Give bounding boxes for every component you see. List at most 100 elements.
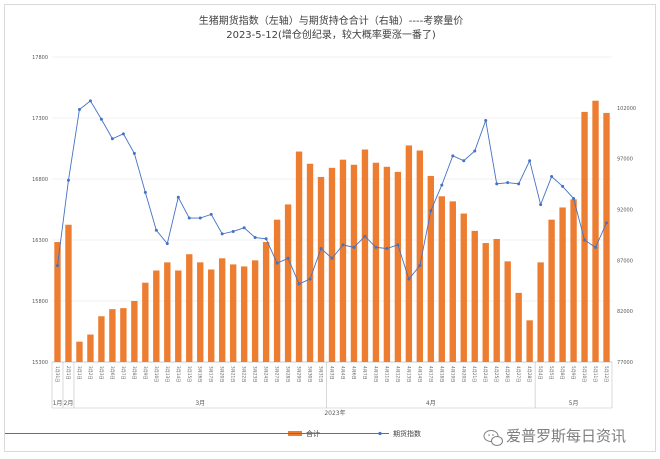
bar — [548, 219, 555, 362]
category-label: 4月25日 — [493, 366, 499, 382]
category-label: 3月17日 — [208, 366, 214, 382]
month-groups: 1月 2月 3月 4月 5月 — [51, 362, 613, 409]
line-point — [561, 184, 565, 188]
bar — [109, 309, 116, 362]
line-point — [440, 183, 444, 187]
chart-frame: 生猪期货指数（左轴）与期货持仓合计（右轴）----考察量价 2023-5-12(… — [4, 4, 656, 452]
right-tick-label: 97000 — [617, 157, 633, 163]
category-label: 3月1日 — [76, 366, 82, 380]
category-label: 4月14日 — [416, 366, 422, 382]
right-tick-label: 77000 — [617, 360, 633, 366]
left-tick-label: 17800 — [32, 55, 48, 61]
bar — [131, 301, 138, 362]
bar — [592, 100, 599, 362]
bar — [219, 258, 226, 362]
bar — [153, 270, 160, 362]
category-label: 2月1日 — [65, 366, 71, 380]
line-point — [539, 203, 543, 207]
category-label: 4月7日 — [361, 366, 367, 380]
chart-subtitle: 2023-5-12(增仓创纪录，较大概率要涨一番了) — [226, 28, 436, 41]
bar — [570, 199, 577, 362]
line-point — [517, 182, 521, 186]
category-label: 3月21日 — [230, 366, 236, 382]
bar — [559, 207, 566, 362]
line-point — [451, 154, 455, 158]
category-label: 4月27日 — [515, 366, 521, 382]
left-tick-label: 17300 — [32, 116, 48, 122]
category-label: 3月28日 — [285, 366, 291, 382]
line-series — [55, 99, 609, 286]
bar — [581, 111, 588, 363]
month-label: 2月 — [64, 400, 74, 407]
bar — [240, 266, 248, 362]
right-axis-ticks: 77000 82000 87000 92000 97000 102000 — [617, 106, 636, 366]
category-labels: 1月31日 2月1日 3月1日 3月2日 3月3日 3月6日 3月7日 3月8日 3月9日 3月1… — [54, 366, 609, 382]
bar-series — [54, 100, 610, 363]
bar — [164, 262, 171, 362]
x-year-label: 2023年 — [324, 409, 345, 417]
category-label: 3月14日 — [175, 366, 181, 382]
category-label: 3月2日 — [87, 366, 93, 380]
watermark-text: 爱普罗斯每日资讯 — [506, 427, 626, 445]
line-point — [77, 107, 81, 111]
bar — [394, 171, 402, 362]
category-label: 3月10日 — [153, 366, 159, 382]
category-label: 4月10日 — [372, 366, 378, 382]
month-label: 3月 — [195, 400, 205, 407]
line-point — [550, 175, 554, 179]
category-label: 4月11日 — [383, 366, 389, 382]
bar — [251, 260, 259, 362]
category-label: 5月11日 — [592, 366, 598, 382]
line-point — [187, 216, 191, 220]
legend: 合计 期货指数 — [5, 429, 421, 438]
category-label: 5月4日 — [537, 366, 543, 380]
line-point — [396, 243, 400, 247]
line-point — [484, 118, 488, 122]
bar — [416, 150, 424, 362]
right-tick-label: 92000 — [617, 208, 633, 214]
line-point — [605, 221, 609, 225]
category-label: 4月20日 — [460, 366, 466, 382]
line-point — [374, 245, 378, 249]
watermark: 爱普罗斯每日资讯 — [483, 427, 626, 446]
category-label: 4月17日 — [427, 366, 433, 382]
bar — [328, 167, 336, 362]
line-point — [275, 261, 279, 265]
category-label: 5月5日 — [548, 366, 554, 380]
bar — [372, 162, 380, 362]
line-point — [231, 229, 235, 233]
bar — [493, 238, 500, 362]
line-point — [583, 238, 587, 242]
line-point — [99, 117, 103, 121]
right-tick-label: 82000 — [617, 309, 633, 315]
bar — [197, 262, 204, 362]
category-label: 4月28日 — [526, 366, 532, 382]
line-point — [352, 245, 356, 249]
bar — [603, 112, 610, 363]
month-label: 4月 — [426, 400, 436, 407]
bar — [471, 230, 478, 362]
bar — [142, 282, 149, 362]
bar — [526, 320, 533, 362]
category-label: 3月8日 — [131, 366, 137, 380]
right-tick-label: 87000 — [617, 258, 633, 264]
category-label: 4月6日 — [350, 366, 356, 380]
bar — [537, 262, 544, 362]
category-label: 5月9日 — [570, 366, 576, 380]
category-label: 3月31日 — [318, 366, 324, 382]
line-point — [462, 159, 466, 163]
bar — [295, 151, 303, 362]
category-label: 4月12日 — [394, 366, 400, 382]
category-label: 3月9日 — [142, 366, 148, 380]
line-point — [297, 282, 301, 286]
line-point — [319, 247, 323, 251]
chart-title: 生猪期货指数（左轴）与期货持仓合计（右轴）----考察量价 — [199, 14, 463, 27]
bar — [87, 334, 94, 362]
category-label: 4月26日 — [504, 366, 510, 382]
category-label: 3月23日 — [252, 366, 258, 382]
legend-line-label: 期货指数 — [393, 429, 421, 438]
bar — [383, 166, 391, 362]
category-label: 4月24日 — [482, 366, 488, 382]
category-label: 4月13日 — [405, 366, 411, 382]
line-point — [363, 234, 367, 238]
